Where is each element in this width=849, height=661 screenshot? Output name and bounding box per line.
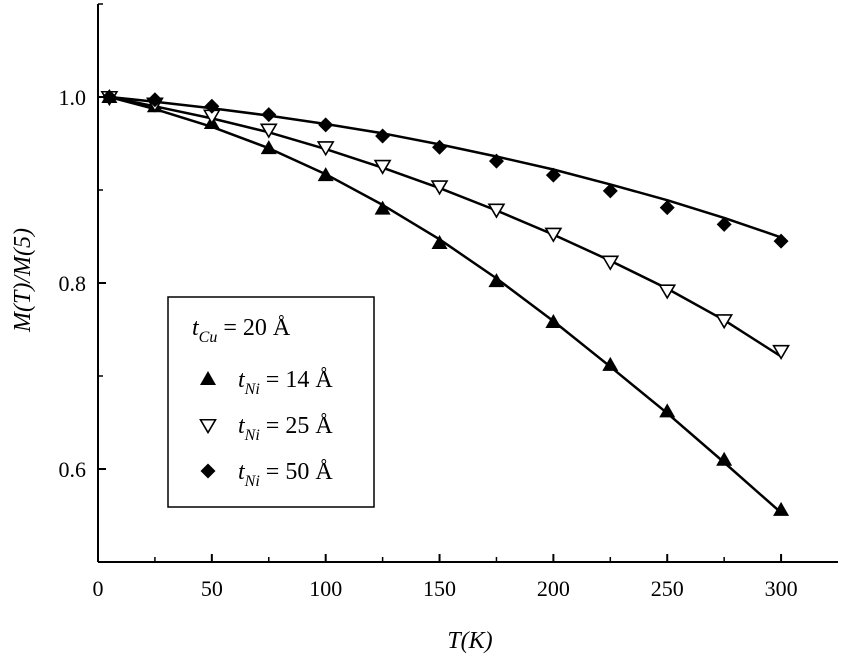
y-axis: 0.6 0.8 1.0 — [59, 3, 106, 563]
x-axis-title: T(K) — [447, 628, 492, 654]
legend-label: tNi = 25 Å — [238, 413, 333, 444]
x-tick-label: 250 — [651, 576, 684, 601]
legend-marker — [200, 371, 216, 385]
data-point — [431, 235, 448, 250]
y-tick-label: 1.0 — [59, 85, 87, 110]
x-tick-label: 150 — [423, 576, 456, 601]
data-point — [602, 356, 619, 371]
data-point — [716, 451, 733, 466]
legend-header: tCu = 20 Å — [192, 315, 291, 346]
data-point — [101, 89, 117, 105]
legend-label: tNi = 50 Å — [238, 459, 333, 490]
data-point — [545, 167, 561, 183]
legend-marker — [199, 418, 217, 435]
x-axis: 0 50 100 150 200 250 300 — [93, 554, 798, 601]
legend-label: tNi = 14 Å — [238, 367, 333, 398]
data-point — [432, 139, 448, 155]
x-tick-label: 0 — [93, 576, 104, 601]
data-point — [601, 255, 620, 271]
data-point — [602, 183, 618, 199]
data-point — [204, 98, 220, 114]
data-point — [261, 107, 277, 123]
y-axis-title: M(T)/M(5) — [10, 228, 36, 333]
data-point — [488, 273, 505, 288]
data-point — [773, 233, 789, 249]
x-tick-label: 300 — [765, 576, 798, 601]
data-point — [260, 140, 277, 155]
data-point — [659, 403, 676, 418]
x-tick-label: 200 — [537, 576, 570, 601]
legend: tCu = 20 Å tNi = 14 Å tNi = 25 Å tNi = 50 Å — [167, 296, 375, 508]
data-point — [317, 167, 334, 182]
data-point — [259, 123, 278, 139]
x-tick-label: 50 — [201, 576, 223, 601]
legend-marker — [200, 463, 216, 479]
data-point — [318, 117, 334, 133]
data-point — [658, 284, 677, 300]
data-point — [430, 180, 449, 196]
data-markers — [100, 89, 790, 516]
data-point — [545, 314, 562, 329]
data-point — [147, 92, 163, 108]
data-point — [374, 200, 391, 215]
data-point — [716, 216, 732, 232]
data-point — [773, 501, 790, 516]
y-tick-label: 0.8 — [59, 271, 87, 296]
data-point — [375, 128, 391, 144]
data-point — [488, 153, 504, 169]
data-point — [659, 200, 675, 216]
data-point — [772, 344, 790, 360]
data-point — [316, 141, 335, 157]
data-point — [373, 159, 392, 175]
data-point — [715, 314, 734, 330]
x-tick-label: 100 — [309, 576, 342, 601]
y-tick-label: 0.6 — [59, 457, 87, 482]
data-point — [544, 227, 563, 243]
data-point — [487, 203, 506, 219]
